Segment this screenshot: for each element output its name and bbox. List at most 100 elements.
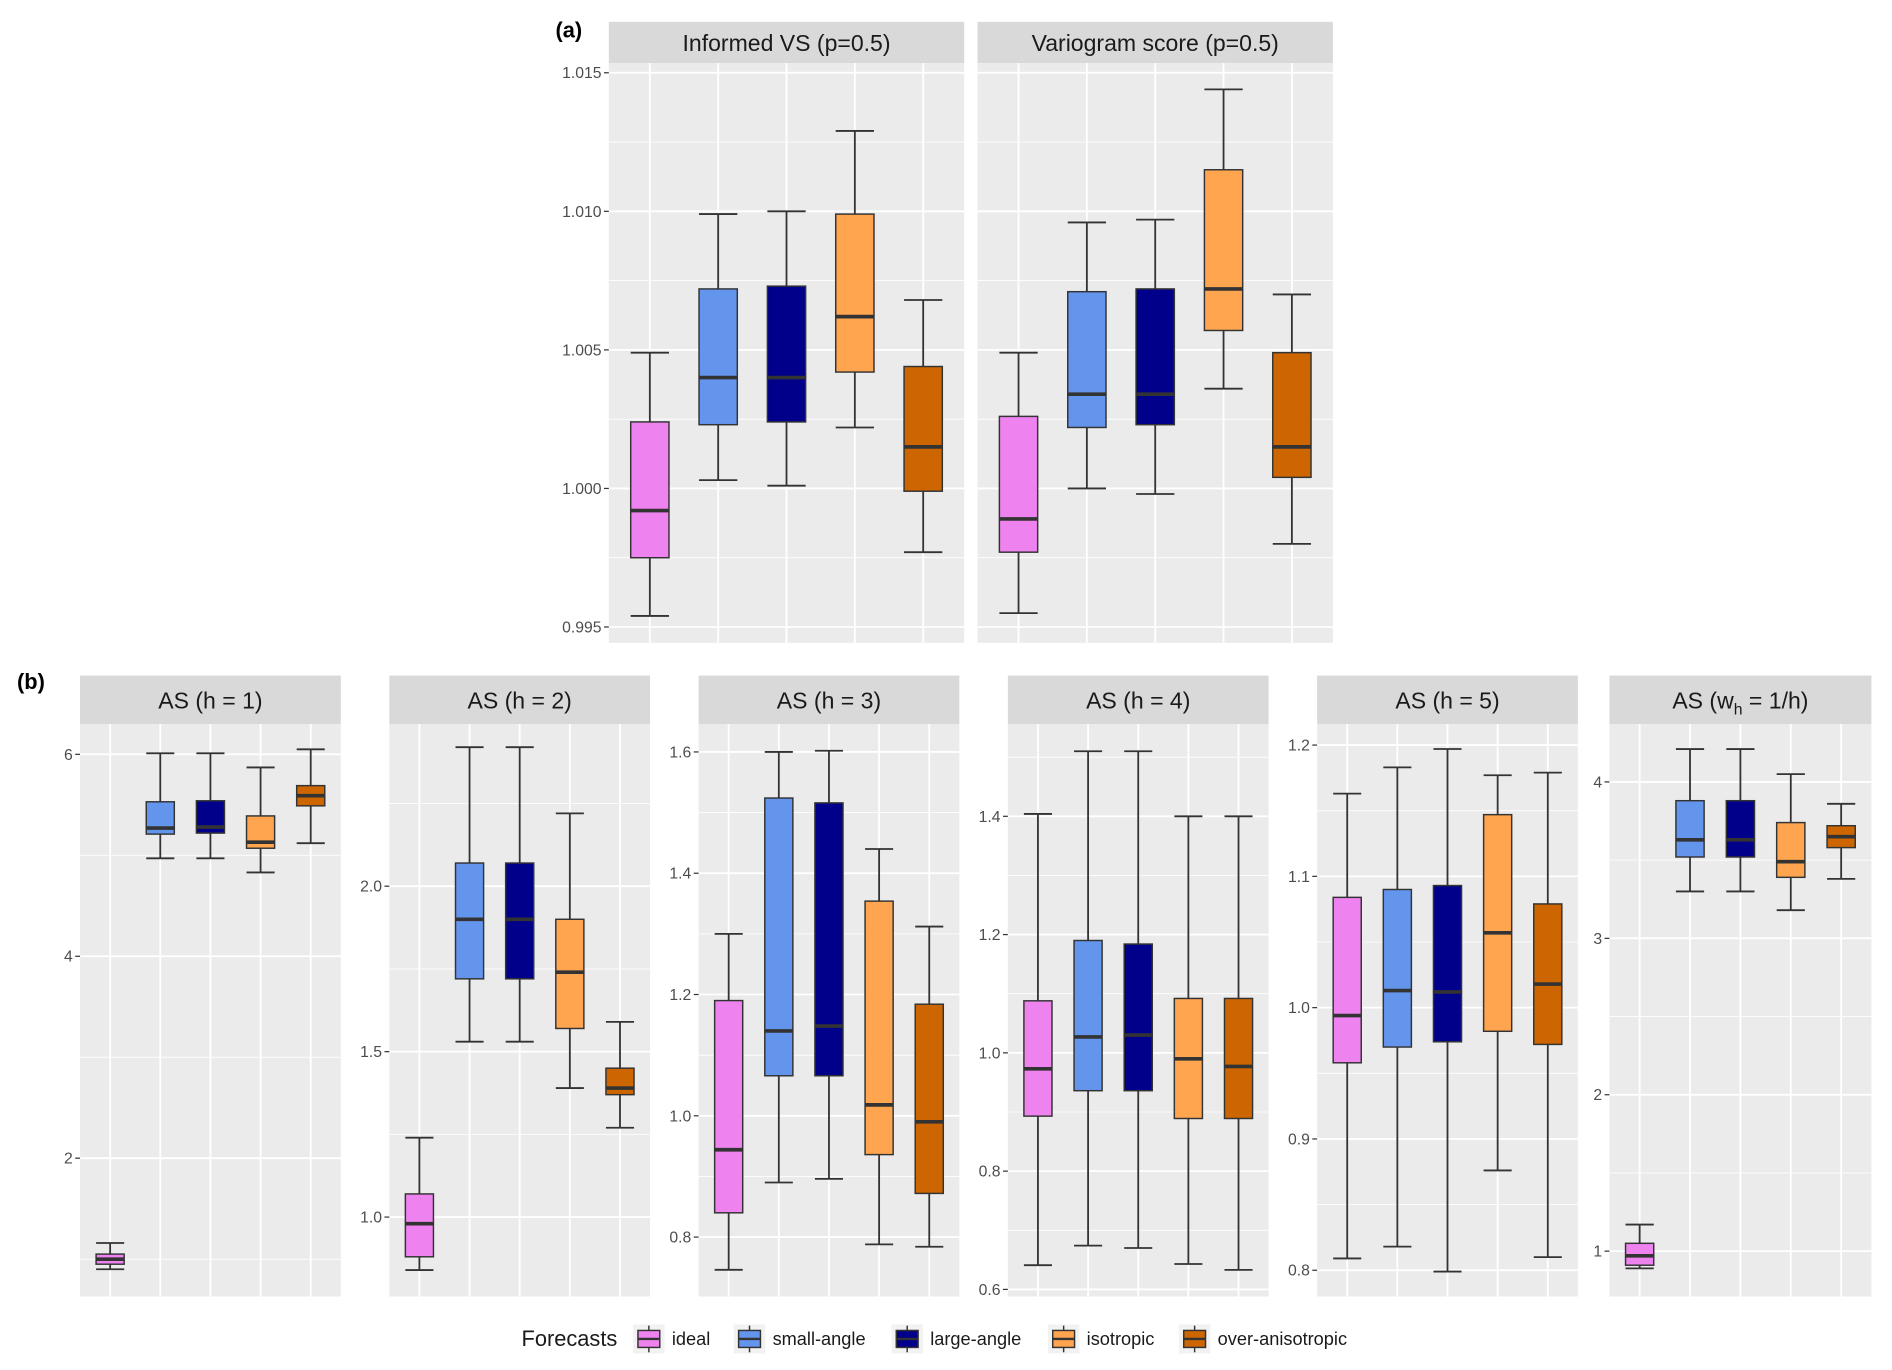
- y-tick-label: 0.9: [1288, 1131, 1310, 1148]
- box-over-anisotropic: [1533, 771, 1563, 1259]
- legend-item: small-angle: [733, 1324, 866, 1354]
- y-tick-label: 1.0: [360, 1210, 382, 1227]
- iqr-box: [1482, 813, 1513, 1033]
- y-tick-label: 1.5: [360, 1044, 382, 1061]
- box-small-angle: [1382, 766, 1413, 1248]
- iqr-box: [998, 415, 1039, 553]
- iqr-box: [698, 288, 739, 426]
- box-isotropic: [1482, 774, 1513, 1172]
- y-tick-label: 1.010: [562, 204, 602, 221]
- box-small-angle: [1067, 221, 1107, 490]
- facet-strip: [1317, 675, 1578, 725]
- iqr-box: [1023, 1000, 1053, 1117]
- iqr-box: [764, 797, 794, 1077]
- iqr-box: [766, 285, 807, 423]
- facet-title: AS (h = 4): [1086, 687, 1190, 713]
- iqr-box: [864, 900, 894, 1156]
- iqr-box: [1725, 799, 1756, 858]
- box-small-angle: [764, 751, 794, 1184]
- box-over-anisotropic: [605, 1020, 635, 1129]
- y-tick-label: 1: [1593, 1244, 1602, 1261]
- facet-panel: AS (h = 3) 0.8 1.0 1.2 1.4 1.6: [669, 675, 960, 1297]
- facet-title-text: Informed VS (p=0.5): [682, 30, 890, 56]
- y-tick-label: 4: [64, 949, 73, 966]
- facet-strip: [389, 675, 651, 725]
- iqr-box: [1223, 997, 1254, 1120]
- box-over-anisotropic: [295, 748, 326, 845]
- iqr-box: [1123, 943, 1154, 1092]
- facet-panel: AS (h = 1) 2 4 6: [64, 675, 341, 1297]
- box-isotropic: [1775, 773, 1806, 912]
- iqr-box: [1332, 896, 1362, 1064]
- iqr-box: [814, 802, 844, 1077]
- box-large-angle: [1135, 218, 1176, 495]
- y-tick-label: 1.2: [1288, 738, 1310, 755]
- facet-panel: AS (wh = 1/h) 1 2 3 4: [1593, 675, 1872, 1297]
- facet-strip: [1609, 675, 1872, 725]
- iqr-box: [1067, 290, 1107, 429]
- facet-title: Variogram score (p=0.5): [1032, 30, 1279, 56]
- box-large-angle: [1432, 748, 1463, 1273]
- box-small-angle: [1675, 748, 1705, 893]
- facet-strip: [698, 675, 960, 725]
- facet-title-text: AS (h = 5): [1395, 687, 1499, 713]
- legend: Forecasts ideal small-angle large-angle isot…: [522, 1324, 1347, 1354]
- box-small-angle: [1073, 750, 1103, 1247]
- y-tick-label: 6: [64, 747, 73, 764]
- legend-item: isotropic: [1047, 1324, 1155, 1354]
- iqr-box: [1203, 169, 1244, 332]
- y-tick-label: 1.1: [1288, 869, 1310, 886]
- facet-strip: [80, 675, 341, 725]
- box-ideal: [629, 351, 670, 617]
- y-tick-label: 1.4: [669, 866, 691, 883]
- legend-title: Forecasts: [522, 1326, 618, 1351]
- iqr-box: [1382, 888, 1413, 1048]
- box-ideal: [1023, 813, 1053, 1267]
- facet-title: AS (h = 2): [468, 687, 572, 713]
- y-tick-label: 0.6: [979, 1282, 1001, 1299]
- legend-item: large-angle: [891, 1324, 1021, 1354]
- facet-panel: Variogram score (p=0.5): [977, 21, 1333, 643]
- box-ideal: [1332, 792, 1362, 1260]
- panel-group-label: (a): [555, 18, 582, 43]
- facet-title-text: AS (h = 2): [468, 687, 572, 713]
- box-over-anisotropic: [1223, 815, 1254, 1271]
- y-tick-label: 1.015: [562, 65, 602, 82]
- box-large-angle: [195, 752, 226, 860]
- facet-title-subscript: h: [1734, 701, 1743, 718]
- box-over-anisotropic: [903, 299, 944, 554]
- box-ideal: [404, 1136, 435, 1271]
- y-tick-label: 1.0: [669, 1108, 691, 1125]
- facet-title: AS (h = 5): [1395, 687, 1499, 713]
- box-large-angle: [766, 210, 807, 487]
- legend-item: ideal: [633, 1324, 710, 1354]
- box-large-angle: [504, 746, 535, 1043]
- box-isotropic: [555, 812, 585, 1089]
- legend-label: over-anisotropic: [1218, 1329, 1347, 1349]
- facet-title-text: AS (h = 1): [158, 687, 262, 713]
- box-ideal: [713, 932, 744, 1271]
- legend-label: isotropic: [1087, 1329, 1155, 1349]
- iqr-box: [605, 1067, 635, 1096]
- y-tick-label: 0.8: [1288, 1263, 1310, 1280]
- facet-panel: AS (h = 2) 1.0 1.5 2.0: [360, 675, 651, 1297]
- iqr-box: [1533, 903, 1563, 1046]
- iqr-box: [713, 999, 744, 1214]
- y-tick-label: 2: [64, 1151, 73, 1168]
- box-ideal: [95, 1242, 125, 1271]
- box-isotropic: [864, 848, 894, 1246]
- y-tick-label: 1.000: [562, 481, 602, 498]
- y-tick-label: 4: [1593, 774, 1602, 791]
- iqr-box: [914, 1003, 945, 1195]
- y-tick-label: 3: [1593, 931, 1602, 948]
- box-over-anisotropic: [914, 925, 945, 1248]
- legend-label: large-angle: [930, 1329, 1021, 1349]
- iqr-box: [1432, 884, 1463, 1043]
- y-tick-label: 0.8: [669, 1230, 691, 1247]
- iqr-box: [1073, 939, 1103, 1092]
- iqr-box: [1272, 351, 1312, 479]
- box-isotropic: [1173, 815, 1204, 1265]
- box-isotropic: [245, 766, 276, 874]
- box-large-angle: [814, 749, 844, 1180]
- box-ideal: [1624, 1223, 1655, 1270]
